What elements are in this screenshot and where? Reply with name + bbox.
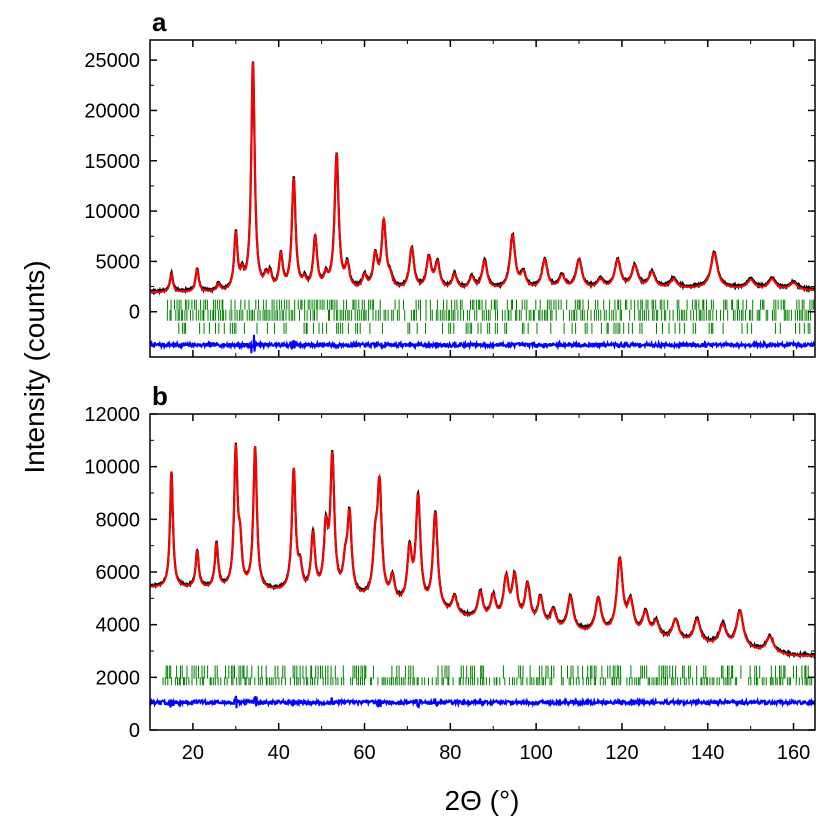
panel-a-data (150, 61, 815, 354)
panel-b-plot-area: 0 2000 4000 6000 8000 10000 12000 20 40 60 80 100 12… (84, 404, 816, 764)
panel-b: b 0 2000 4000 6000 8000 10000 12000 20 40 60 80 100… (84, 381, 816, 764)
x-tick-label: 80 (439, 742, 461, 764)
y-tick-label: 20000 (84, 100, 140, 122)
calculated-curve (150, 443, 815, 657)
x-tick-label: 160 (777, 742, 810, 764)
x-tick-label: 120 (605, 742, 638, 764)
calculated-curve (150, 62, 815, 294)
reflection-markers-row-3 (178, 322, 811, 334)
difference-curve (150, 695, 815, 709)
y-tick-label: 4000 (96, 615, 141, 637)
panel-a-plot-area: 0 5000 10000 15000 20000 25000 (84, 39, 816, 358)
plot-frame (149, 39, 816, 358)
reflection-markers-row-1 (165, 665, 809, 679)
panel-a: a 0 5000 10000 15000 20000 25000 (84, 7, 816, 358)
y-tick-label: 0 (129, 720, 140, 742)
y-tick-label: 0 (129, 302, 140, 324)
x-tick-label: 100 (519, 742, 552, 764)
y-tick-label: 15000 (84, 151, 140, 173)
difference-curve (150, 334, 815, 354)
panel-b-data (150, 442, 815, 709)
x-tick-label: 140 (691, 742, 724, 764)
panel-b-label: b (152, 381, 168, 411)
x-tick-label: 20 (182, 742, 204, 764)
reflection-markers-row-1 (167, 299, 815, 310)
y-tick-label: 8000 (96, 509, 141, 531)
x-axis-title: 2Θ (°) (445, 785, 520, 816)
y-axis-title: Intensity (counts) (19, 260, 50, 473)
x-tick-label: 40 (268, 742, 290, 764)
y-tick-label: 10000 (84, 457, 140, 479)
y-tick-label: 2000 (96, 667, 141, 689)
reflection-markers-row-2 (166, 309, 812, 321)
y-tick-label: 6000 (96, 562, 141, 584)
reflection-markers-row-2 (162, 677, 813, 686)
y-tick-label: 12000 (84, 404, 140, 426)
y-tick-label: 10000 (84, 201, 140, 223)
panel-a-label: a (152, 7, 167, 37)
y-tick-label: 5000 (96, 251, 141, 273)
y-tick-label: 25000 (84, 50, 140, 72)
x-tick-label: 60 (353, 742, 375, 764)
